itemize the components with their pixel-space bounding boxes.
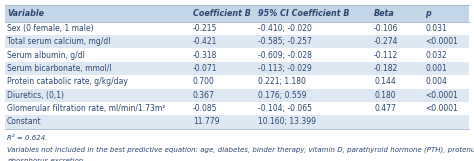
Bar <box>5 75 469 89</box>
Text: Serum bicarbonate, mmol/l: Serum bicarbonate, mmol/l <box>7 64 112 73</box>
Text: Serum albumin, g/dl: Serum albumin, g/dl <box>7 51 85 60</box>
Text: Coefficient B: Coefficient B <box>193 9 251 18</box>
Text: -0.113; -0.029: -0.113; -0.029 <box>258 64 312 73</box>
Text: 0.221; 1.180: 0.221; 1.180 <box>258 77 306 86</box>
Text: p: p <box>425 9 431 18</box>
Text: 11.779: 11.779 <box>193 118 219 126</box>
Text: -0.609; -0.028: -0.609; -0.028 <box>258 51 312 60</box>
Text: R² = 0.624.: R² = 0.624. <box>7 135 47 141</box>
Bar <box>5 5 469 22</box>
Text: -0.104; -0.065: -0.104; -0.065 <box>258 104 312 113</box>
Bar <box>5 89 469 102</box>
Text: -0.112: -0.112 <box>374 51 398 60</box>
Bar <box>5 102 469 115</box>
Bar <box>5 62 469 75</box>
Bar <box>5 48 469 62</box>
Text: -0.421: -0.421 <box>193 37 217 46</box>
Text: 0.032: 0.032 <box>425 51 447 60</box>
Text: 0.001: 0.001 <box>425 64 447 73</box>
Text: 0.004: 0.004 <box>425 77 447 86</box>
Text: -0.071: -0.071 <box>193 64 218 73</box>
Bar <box>5 35 469 48</box>
Text: Glomerular filtration rate, ml/min/1.73m²: Glomerular filtration rate, ml/min/1.73m… <box>7 104 165 113</box>
Text: Protein catabolic rate, g/kg/day: Protein catabolic rate, g/kg/day <box>7 77 128 86</box>
Text: 0.144: 0.144 <box>374 77 396 86</box>
Text: 0.176; 0.559: 0.176; 0.559 <box>258 91 307 100</box>
Text: 0.367: 0.367 <box>193 91 215 100</box>
Text: Sex (0 female, 1 male): Sex (0 female, 1 male) <box>7 24 94 33</box>
Text: 0.477: 0.477 <box>374 104 396 113</box>
Text: -0.585; -0.257: -0.585; -0.257 <box>258 37 312 46</box>
Bar <box>5 115 469 129</box>
Text: -0.274: -0.274 <box>374 37 399 46</box>
Text: 10.160; 13.399: 10.160; 13.399 <box>258 118 316 126</box>
Text: <0.0001: <0.0001 <box>425 37 458 46</box>
Text: phosphorus excretion.: phosphorus excretion. <box>7 158 86 161</box>
Bar <box>5 22 469 35</box>
Text: Diuretics, (0,1): Diuretics, (0,1) <box>7 91 64 100</box>
Text: -0.085: -0.085 <box>193 104 218 113</box>
Text: -0.215: -0.215 <box>193 24 217 33</box>
Text: <0.0001: <0.0001 <box>425 104 458 113</box>
Text: -0.106: -0.106 <box>374 24 399 33</box>
Text: Constant: Constant <box>7 118 42 126</box>
Text: <0.0001: <0.0001 <box>425 91 458 100</box>
Text: -0.410; -0.020: -0.410; -0.020 <box>258 24 312 33</box>
Text: Variables not included in the best predictive equation: age, diabetes, binder th: Variables not included in the best predi… <box>7 147 474 153</box>
Text: 0.700: 0.700 <box>193 77 215 86</box>
Text: -0.182: -0.182 <box>374 64 398 73</box>
Text: Beta: Beta <box>374 9 395 18</box>
Text: Total serum calcium, mg/dl: Total serum calcium, mg/dl <box>7 37 110 46</box>
Text: -0.318: -0.318 <box>193 51 217 60</box>
Text: 0.180: 0.180 <box>374 91 396 100</box>
Text: 0.031: 0.031 <box>425 24 447 33</box>
Text: 95% CI Coefficient B: 95% CI Coefficient B <box>258 9 349 18</box>
Text: Variable: Variable <box>7 9 44 18</box>
